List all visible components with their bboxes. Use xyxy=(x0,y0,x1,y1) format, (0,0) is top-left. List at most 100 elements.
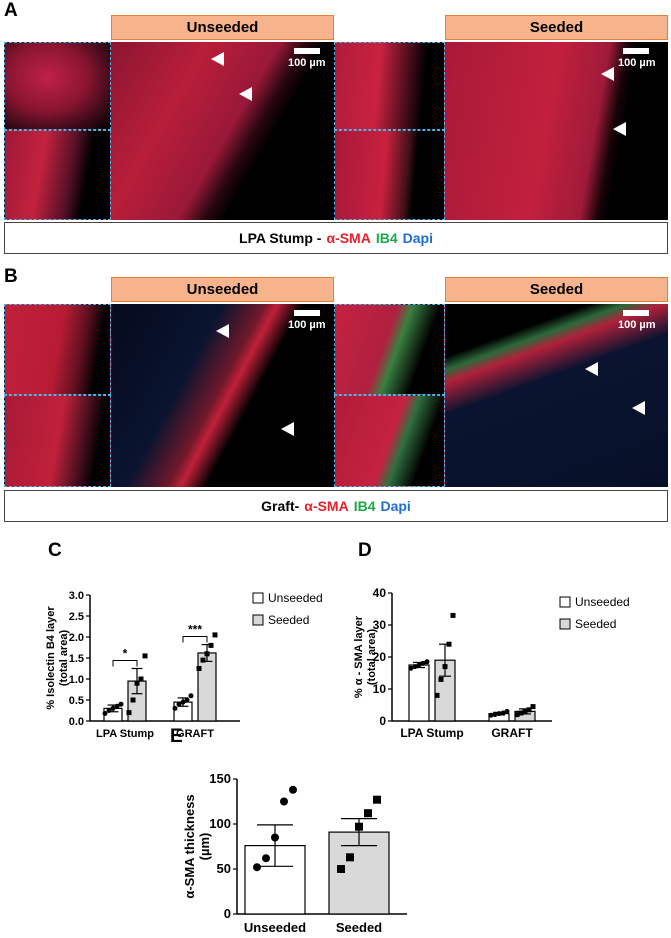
data-point xyxy=(526,707,532,713)
micrograph-unseeded-a: 100 µm xyxy=(111,42,334,220)
x-category-label: Seeded xyxy=(336,920,382,935)
x-category-label: GRAFT xyxy=(176,728,214,740)
data-point xyxy=(134,680,140,686)
significance-label: * xyxy=(123,647,128,661)
y-tick-label: 100 xyxy=(209,816,231,831)
significance-bracket xyxy=(182,636,208,643)
header-seeded-a: Seeded xyxy=(445,15,668,40)
data-point xyxy=(138,676,144,682)
y-tick-label: 1.5 xyxy=(69,653,84,665)
micrograph-seeded-a: 100 µm xyxy=(445,42,668,220)
scale-label: 100 µm xyxy=(288,319,326,331)
data-point xyxy=(180,699,186,705)
x-category-label: Unseeded xyxy=(244,920,306,935)
caption-prefix: LPA Stump - xyxy=(239,230,322,246)
data-point xyxy=(262,854,270,863)
caption-stain-dapi: Dapi xyxy=(402,230,433,246)
chart-isolectin-b4: 0.0 0.5 1.0 1.5 2.0 2.5 3.0 % Isolectin B4 laye… xyxy=(45,590,323,740)
data-point xyxy=(438,676,444,682)
scale-bar xyxy=(294,48,320,54)
scale-label: 100 µm xyxy=(618,319,656,331)
y-axis-title: % Isolectin B4 layer(total area) xyxy=(45,606,70,710)
y-tick-label: 0.0 xyxy=(69,716,84,728)
legend-swatch xyxy=(559,618,571,630)
data-point xyxy=(212,632,218,638)
y-tick-label: 2.5 xyxy=(69,611,84,623)
y-tick-label: 0 xyxy=(224,906,231,921)
data-point xyxy=(434,692,440,698)
data-point xyxy=(184,697,190,703)
arrowhead-marker xyxy=(216,324,229,338)
y-tick-label: 0 xyxy=(379,714,386,728)
data-point xyxy=(424,659,430,665)
y-tick-label: 2.0 xyxy=(69,632,84,644)
data-point xyxy=(504,708,510,714)
y-tick-label: 20 xyxy=(373,650,387,664)
header-seeded-b: Seeded xyxy=(445,277,668,302)
data-point xyxy=(522,708,528,714)
arrowhead-marker xyxy=(613,122,626,136)
header-unseeded-a: Unseeded xyxy=(111,15,334,40)
data-point xyxy=(130,697,136,703)
data-point xyxy=(450,612,456,618)
data-point xyxy=(142,653,148,659)
arrowhead-marker xyxy=(632,401,645,415)
arrowhead-marker xyxy=(585,362,598,376)
data-point xyxy=(446,641,452,647)
micrograph-unseeded-b: 100 µm xyxy=(111,304,334,487)
data-point xyxy=(114,703,120,709)
caption-b: Graft- α-SMA IB4 Dapi xyxy=(4,490,668,522)
y-tick-label: 50 xyxy=(217,861,231,876)
micrograph-inset-a2 xyxy=(4,130,111,220)
y-tick-label: 1.0 xyxy=(69,674,84,686)
micrograph-inset-b4 xyxy=(334,395,445,487)
x-category-label: LPA Stump xyxy=(96,728,154,740)
scale-label: 100 µm xyxy=(618,57,656,69)
data-point xyxy=(118,701,124,707)
micrograph-inset-a1 xyxy=(4,42,111,130)
arrowhead-marker xyxy=(211,52,224,66)
legend-swatch xyxy=(559,596,571,608)
data-point xyxy=(110,705,116,711)
data-point xyxy=(102,710,108,716)
data-point xyxy=(188,693,194,699)
data-point xyxy=(496,711,502,717)
data-point xyxy=(176,701,182,707)
y-tick-label: 3.0 xyxy=(69,590,84,602)
panel-letter-b: B xyxy=(4,266,18,287)
scale-bar xyxy=(623,48,649,54)
data-point xyxy=(126,710,132,716)
caption-a: LPA Stump - α-SMA IB4 Dapi xyxy=(4,222,668,254)
micrograph-seeded-b: 100 µm xyxy=(445,304,668,487)
data-point xyxy=(492,712,498,718)
caption-stain-asma: α-SMA xyxy=(326,230,371,246)
caption-stain-dapi: Dapi xyxy=(380,498,411,514)
arrowhead-marker xyxy=(281,422,294,436)
data-point xyxy=(346,853,354,862)
data-point xyxy=(514,712,520,718)
arrowhead-marker xyxy=(601,67,614,81)
bar xyxy=(408,664,430,722)
micrograph-inset-b3 xyxy=(334,304,445,395)
y-tick-label: 10 xyxy=(373,682,387,696)
caption-prefix: Graft- xyxy=(261,498,300,514)
scale-bar xyxy=(623,310,649,316)
data-point xyxy=(420,660,426,666)
y-tick-label: 0.5 xyxy=(69,695,84,707)
caption-stain-asma: α-SMA xyxy=(304,498,349,514)
caption-stain-ib4: IB4 xyxy=(375,230,398,246)
legend-label: Seeded xyxy=(575,617,616,631)
panel-letter-d: D xyxy=(358,540,372,561)
significance-bracket xyxy=(112,660,138,667)
micrograph-inset-b2 xyxy=(4,395,111,487)
data-point xyxy=(364,809,372,818)
data-point xyxy=(412,664,418,670)
data-point xyxy=(204,651,210,657)
data-point xyxy=(355,822,363,831)
panel-letter-a: A xyxy=(4,0,18,21)
caption-stain-ib4: IB4 xyxy=(353,498,376,514)
micrograph-inset-a3 xyxy=(334,42,445,130)
arrowhead-marker xyxy=(239,87,252,101)
data-point xyxy=(280,797,288,806)
data-point xyxy=(416,662,422,668)
